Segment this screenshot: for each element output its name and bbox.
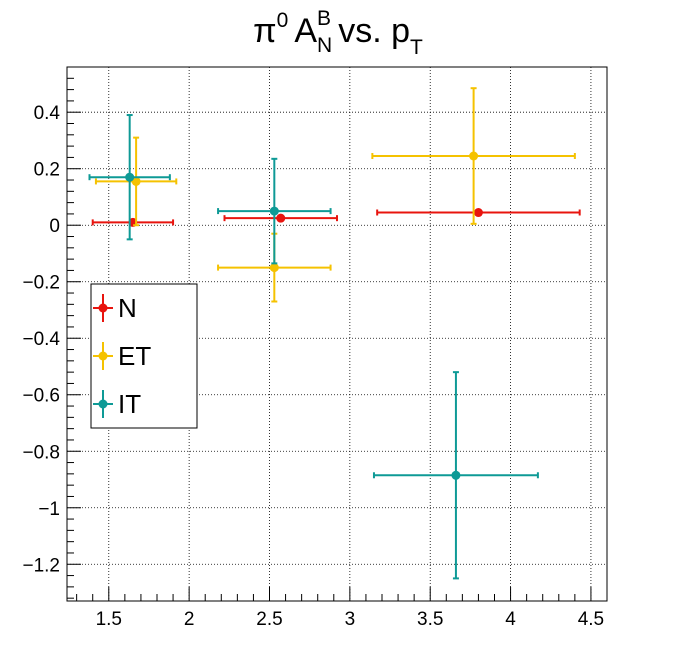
data-point-n <box>223 213 338 223</box>
x-tick-label: 3.5 <box>417 609 443 630</box>
data-point-n <box>376 208 581 218</box>
data-points <box>88 87 581 580</box>
legend-marker <box>98 351 108 361</box>
data-point-it <box>217 157 332 265</box>
legend-label: N <box>118 293 137 323</box>
data-marker <box>473 208 483 218</box>
data-point-it <box>88 114 171 241</box>
legend-entry-n: N <box>93 293 137 323</box>
data-marker <box>269 206 279 216</box>
y-tick-label: −1.2 <box>22 555 60 576</box>
x-tick-label: 1.5 <box>96 609 122 630</box>
legend: N ET IT <box>90 283 198 429</box>
legend-label: ET <box>118 341 151 371</box>
data-marker <box>125 172 135 182</box>
x-tick-label: 3 <box>345 609 356 630</box>
data-marker <box>469 151 479 161</box>
x-tick-label: 2.5 <box>256 609 282 630</box>
legend-label: IT <box>118 389 141 419</box>
axes: 1.5 2 2.5 3 3.5 4 4.5 0.4 0.2 0 −0.2 −0.4 −0.6 −0.8 −1… <box>22 66 608 630</box>
data-marker <box>269 263 279 273</box>
y-tick-label: −0.8 <box>22 442 60 463</box>
legend-entry-et: ET <box>93 341 151 371</box>
x-tick-label: 4.5 <box>578 609 604 630</box>
x-tick-label: 2 <box>184 609 195 630</box>
y-tick-label: 0 <box>49 216 60 237</box>
y-tick-label: −1 <box>38 499 60 520</box>
y-tick-label: −0.4 <box>22 329 60 350</box>
y-tick-label: 0.2 <box>34 160 60 181</box>
data-point-it <box>372 371 539 580</box>
plot-frame <box>66 66 608 602</box>
data-marker <box>451 470 461 480</box>
data-point-et <box>371 87 576 225</box>
data-marker <box>131 176 141 186</box>
legend-entry-it: IT <box>93 389 141 419</box>
y-tick-label: −0.6 <box>22 386 60 407</box>
legend-marker <box>98 399 108 409</box>
data-marker <box>276 213 286 223</box>
y-tick-label: 0.4 <box>34 103 61 124</box>
x-tick-label: 4 <box>505 609 516 630</box>
legend-marker <box>98 303 108 313</box>
y-tick-label: −0.2 <box>22 273 60 294</box>
data-point-et <box>94 136 178 227</box>
